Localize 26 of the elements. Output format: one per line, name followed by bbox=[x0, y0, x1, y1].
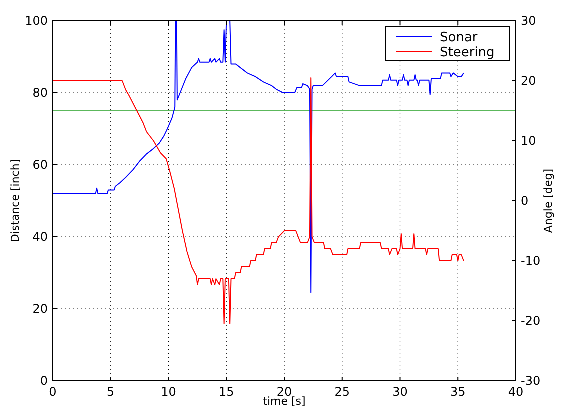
x-tick-label: 15 bbox=[218, 385, 234, 399]
y-tick-label: 100 bbox=[25, 14, 48, 28]
x-tick-label: 30 bbox=[392, 385, 408, 399]
y-tick-label: 0 bbox=[40, 374, 48, 388]
legend-label: Sonar bbox=[440, 30, 478, 46]
x-tick-label: 35 bbox=[450, 385, 466, 399]
y2-tick-label: 30 bbox=[521, 14, 536, 28]
x-tick-label: 10 bbox=[161, 385, 176, 399]
y-axis-title: Distance [inch] bbox=[9, 159, 22, 243]
y2-tick-label: 10 bbox=[521, 134, 536, 148]
y2-tick-label: 0 bbox=[521, 194, 529, 208]
y2-tick-label: -20 bbox=[521, 314, 541, 328]
y2-axis-title: Angle [deg] bbox=[542, 168, 555, 234]
y2-tick-label: 20 bbox=[521, 74, 536, 88]
y-tick-label: 60 bbox=[32, 158, 48, 172]
y-tick-label: 80 bbox=[32, 86, 48, 100]
legend-label: Steering bbox=[440, 46, 495, 61]
x-tick-label: 40 bbox=[508, 385, 524, 399]
y2-tick-label: -10 bbox=[521, 254, 541, 268]
x-tick-label: 0 bbox=[49, 385, 57, 399]
y2-tick-label: -30 bbox=[521, 374, 541, 388]
y-tick-label: 20 bbox=[32, 302, 48, 316]
y-tick-label: 40 bbox=[32, 230, 48, 244]
x-tick-label: 25 bbox=[334, 385, 350, 399]
x-tick-label: 5 bbox=[107, 385, 115, 399]
line-series bbox=[53, 78, 464, 324]
